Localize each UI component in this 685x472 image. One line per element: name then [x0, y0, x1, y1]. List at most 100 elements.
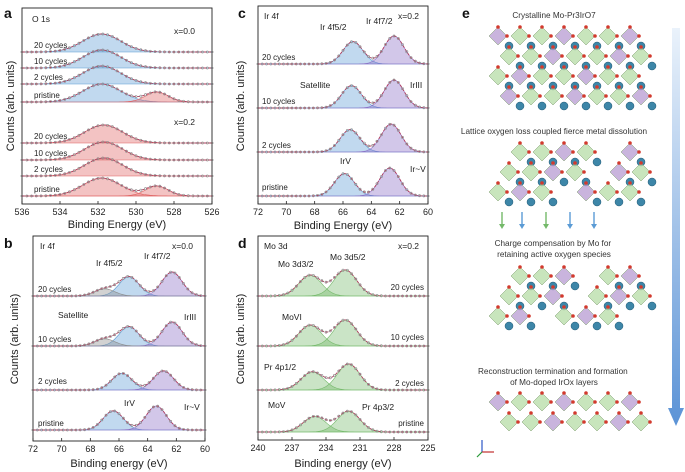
- data-point: [20, 174, 24, 178]
- data-point: [91, 126, 95, 129]
- data-point: [115, 37, 119, 41]
- data-point: [53, 49, 57, 53]
- oxygen-atom: [549, 34, 553, 38]
- data-point: [324, 280, 328, 284]
- oxygen-atom: [606, 265, 610, 269]
- data-point: [260, 388, 264, 392]
- pr-atom: [570, 321, 580, 331]
- data-point: [256, 294, 260, 298]
- data-point: [34, 82, 38, 86]
- data-point: [341, 172, 345, 176]
- data-point: [186, 100, 190, 104]
- data-point: [418, 194, 421, 198]
- data-point: [82, 131, 86, 135]
- data-point: [384, 43, 387, 46]
- panel-a-group-bottom: x=0.2: [174, 117, 195, 127]
- data-point: [87, 427, 91, 431]
- data-point: [25, 194, 29, 198]
- data-point: [418, 105, 421, 109]
- data-point: [307, 150, 311, 154]
- panel-d-annotation-mo6: MoVI: [282, 312, 302, 322]
- data-point: [396, 344, 400, 348]
- data-point: [134, 329, 138, 333]
- data-point: [392, 388, 396, 392]
- oxygen-atom: [529, 411, 533, 415]
- oxygen-atom: [626, 170, 630, 174]
- data-point: [39, 100, 43, 104]
- data-point: [106, 156, 109, 160]
- data-point: [129, 77, 133, 81]
- data-point: [328, 329, 332, 333]
- data-point: [401, 294, 404, 298]
- data-point: [409, 344, 413, 348]
- data-point: [74, 388, 78, 392]
- data-point: [126, 275, 130, 278]
- data-point: [177, 174, 181, 178]
- data-point: [379, 50, 383, 53]
- data-point: [74, 428, 78, 432]
- data-point: [324, 376, 328, 380]
- oxygen-atom: [582, 94, 586, 98]
- oxygen-atom: [560, 54, 564, 58]
- data-point: [186, 287, 190, 291]
- data-point: [113, 333, 117, 337]
- octahedron: [554, 306, 574, 326]
- data-point: [126, 325, 130, 328]
- oxygen-atom: [628, 265, 632, 269]
- panel-d-peak-label-2: Mo 3d5/2: [330, 252, 366, 262]
- data-point: [333, 417, 336, 421]
- oxygen-atom: [606, 181, 610, 185]
- data-point: [101, 156, 105, 160]
- data-point: [392, 430, 396, 434]
- data-point: [201, 141, 204, 145]
- fit-envelope: [258, 79, 428, 109]
- data-point: [48, 294, 52, 298]
- data-point: [129, 188, 133, 192]
- data-point: [68, 190, 71, 194]
- data-point: [277, 294, 281, 297]
- data-point: [153, 90, 157, 94]
- data-point: [311, 274, 315, 277]
- oxygen-atom: [584, 305, 588, 309]
- oxygen-atom: [637, 274, 641, 278]
- data-point: [66, 388, 69, 392]
- data-point: [354, 86, 358, 89]
- data-point: [350, 177, 353, 181]
- data-point: [384, 169, 387, 172]
- panel-c: c Ir 4f x=0.2 Ir 4f5/2 Ir 4f7/2 Satellit…: [235, 5, 433, 232]
- data-point: [182, 99, 185, 103]
- oxygen-atom: [518, 305, 522, 309]
- data-point: [147, 409, 151, 413]
- data-point: [167, 50, 171, 54]
- data-point: [401, 388, 404, 392]
- data-point: [422, 430, 426, 434]
- data-point: [148, 81, 152, 85]
- data-point: [186, 174, 190, 178]
- data-point: [172, 50, 176, 54]
- data-point: [269, 388, 273, 392]
- data-point: [286, 150, 290, 154]
- data-point: [265, 150, 268, 154]
- data-point: [350, 363, 353, 367]
- data-point: [210, 141, 214, 145]
- schematic-caption-3: Charge compensation by Mo for retaining …: [495, 239, 614, 259]
- data-point: [100, 386, 104, 390]
- panel-b-condition: x=0.0: [172, 241, 193, 251]
- data-point: [260, 344, 264, 348]
- panel-c-annotation-ir5: IrV: [340, 156, 351, 166]
- panel-c-letter: c: [238, 5, 246, 21]
- data-point: [367, 55, 370, 58]
- panel-b-annotation-ir-v: Ir~V: [184, 402, 200, 412]
- data-point: [328, 279, 332, 283]
- data-point: [120, 40, 124, 44]
- data-point: [68, 78, 71, 82]
- data-point: [379, 175, 383, 179]
- data-point: [120, 184, 124, 187]
- data-point: [337, 175, 341, 179]
- data-point: [388, 122, 392, 126]
- data-point: [203, 388, 207, 392]
- fit-envelope: [258, 410, 428, 433]
- series-label: pristine: [398, 419, 424, 428]
- oxygen-atom: [571, 74, 575, 78]
- data-point: [182, 82, 185, 86]
